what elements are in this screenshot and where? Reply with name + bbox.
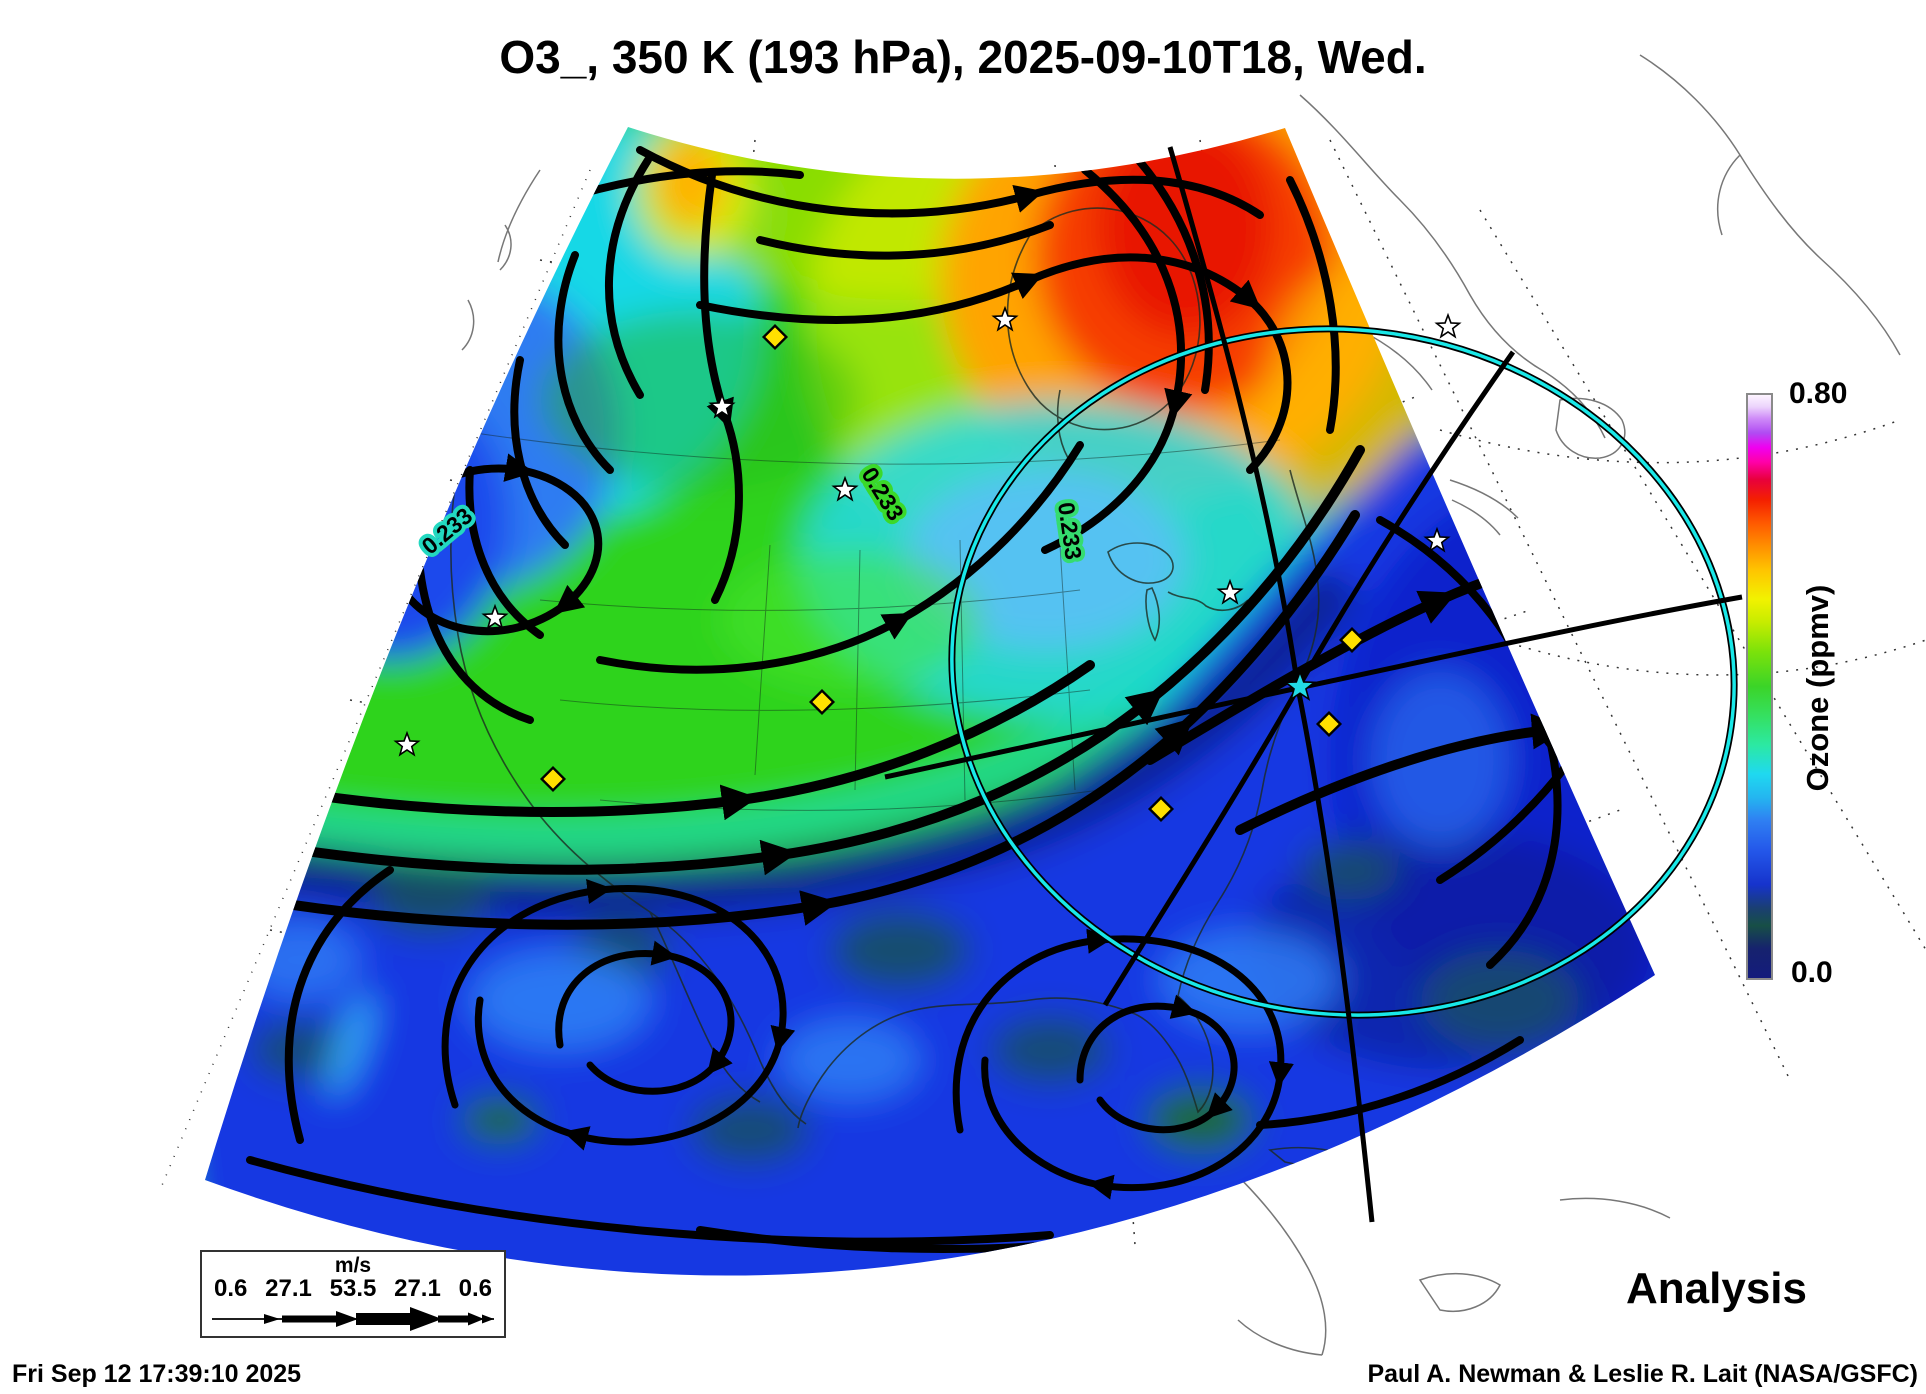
- wind-speed-value: 0.6: [214, 1275, 248, 1302]
- diamond-marker: [1338, 626, 1366, 654]
- render-timestamp: Fri Sep 12 17:39:10 2025: [12, 1360, 302, 1388]
- ozone-colorbar: [1746, 393, 1773, 980]
- diamond-marker: [1315, 710, 1343, 738]
- colorbar-min-label: 0.0: [1791, 956, 1833, 989]
- wind-speed-values: 0.6 27.1 53.5 27.1 0.6: [202, 1276, 504, 1301]
- wind-arrow-scale: [212, 1307, 494, 1331]
- wind-speed-value: 0.6: [458, 1275, 492, 1302]
- credit-text: Paul A. Newman & Leslie R. Lait (NASA/GS…: [1367, 1360, 1918, 1388]
- wind-speed-legend: m/s 0.6 27.1 53.5 27.1 0.6: [200, 1250, 506, 1338]
- page-title: O3_, 350 K (193 hPa), 2025-09-10T18, Wed…: [499, 31, 1427, 83]
- ozone-field: [205, 127, 1655, 1276]
- diamond-marker: [808, 688, 836, 716]
- range-ring: [948, 325, 1738, 1019]
- wind-unit-label: m/s: [334, 1254, 372, 1277]
- wind-speed-value: 53.5: [329, 1275, 377, 1302]
- star-marker: [1435, 314, 1461, 338]
- wind-speed-value: 27.1: [394, 1275, 441, 1302]
- colorbar-max-label: 0.80: [1789, 377, 1848, 410]
- analysis-label: Analysis: [1626, 1264, 1807, 1313]
- wind-speed-value: 27.1: [265, 1275, 312, 1302]
- diamond-marker: [1147, 795, 1175, 823]
- diamond-marker: [539, 765, 567, 793]
- colorbar-axis-label: Ozone (ppmv): [1800, 584, 1835, 792]
- diamond-marker: [761, 323, 789, 351]
- station-diamond-markers: [539, 323, 1366, 823]
